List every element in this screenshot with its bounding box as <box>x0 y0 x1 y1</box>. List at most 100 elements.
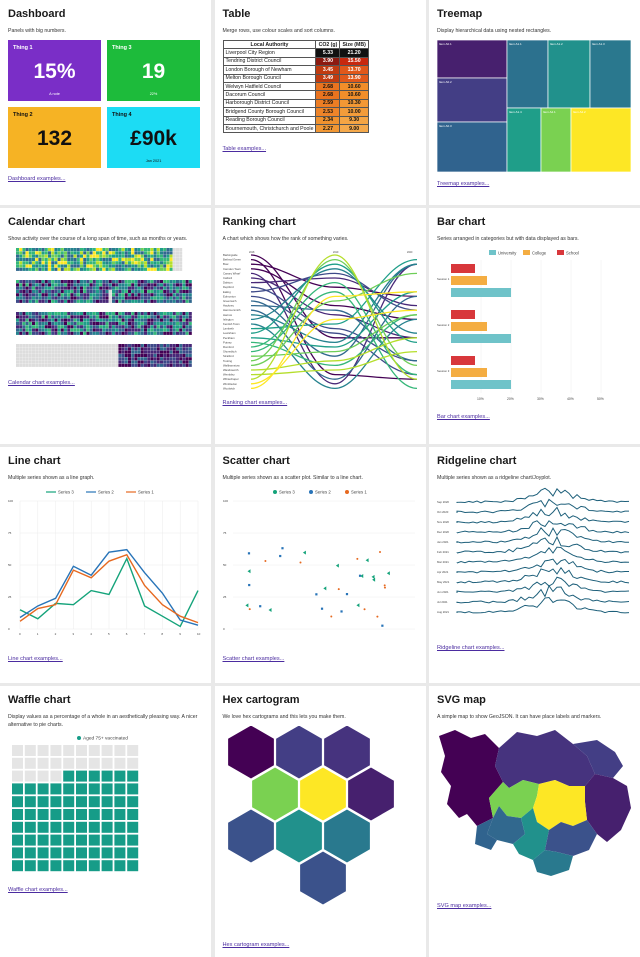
calendar-day <box>99 357 103 361</box>
calendar-day <box>179 325 183 329</box>
card-description: Display values as a percentage of a whol… <box>8 714 198 728</box>
waffle-cell <box>76 821 87 833</box>
waffle-examples-link[interactable]: Waffle chart examples... <box>8 887 68 893</box>
calendar-day <box>153 251 157 255</box>
calendar-day <box>89 289 93 293</box>
calendar-day <box>144 353 147 357</box>
calendar-day <box>153 353 157 357</box>
calendar-day <box>169 321 173 325</box>
bar-examples-link[interactable]: Bar chart examples... <box>437 414 490 420</box>
card-description: Merge rows, use colour scales and sort c… <box>222 28 335 34</box>
calendar-day <box>16 347 19 351</box>
calendar-day <box>70 296 74 300</box>
calendar-day <box>92 286 96 290</box>
calendar-day <box>73 257 77 261</box>
waffle-cell <box>63 834 75 846</box>
svgmap-examples-link[interactable]: SVG map examples... <box>437 903 492 909</box>
dashboard-examples-link[interactable]: Dashboard examples... <box>8 176 66 182</box>
treemap-cell <box>506 107 542 173</box>
calendar-day <box>160 254 163 258</box>
calendar-day <box>150 296 154 300</box>
waffle-cell <box>101 757 113 769</box>
calendar-day <box>140 321 144 325</box>
scatter-examples-link[interactable]: Scatter chart examples... <box>222 656 285 662</box>
scatter-point <box>337 588 340 591</box>
calendar-day <box>67 328 71 332</box>
calendar-day <box>147 331 151 335</box>
calendar-day <box>182 363 186 367</box>
calendar-day <box>172 264 176 268</box>
calendar-day <box>156 331 160 335</box>
authority-cell: Reading Borough Council <box>222 115 317 125</box>
calendar-day <box>67 264 71 268</box>
calendar-examples-link[interactable]: Calendar chart examples... <box>8 380 75 386</box>
scatter-point <box>383 584 386 587</box>
calendar-day <box>64 328 67 332</box>
calendar-day <box>99 353 103 357</box>
waffle-cell <box>114 847 126 859</box>
hex-examples-link[interactable]: Hex cartogram examples... <box>222 942 290 948</box>
treemap-examples-link[interactable]: Treemap examples... <box>437 181 490 187</box>
hexagon <box>226 808 275 864</box>
calendar-day <box>140 264 144 268</box>
calendar-day <box>166 296 170 300</box>
calendar-day <box>156 264 160 268</box>
calendar-day <box>128 315 131 319</box>
calendar-day <box>54 363 58 367</box>
calendar-day <box>48 360 51 364</box>
calendar-day <box>118 248 122 252</box>
column-header[interactable]: Local Authority <box>222 39 317 50</box>
calendar-day <box>76 283 80 287</box>
waffle-cell <box>24 809 36 820</box>
line-examples-link[interactable]: Line chart examples... <box>8 656 63 662</box>
calendar-day <box>121 251 125 255</box>
calendar-day <box>73 254 77 258</box>
calendar-day <box>57 321 61 325</box>
calendar-day <box>16 257 19 261</box>
calendar-day <box>83 264 87 268</box>
calendar-day <box>150 347 154 351</box>
ranking-examples-link[interactable]: Ranking chart examples... <box>222 400 288 406</box>
calendar-day <box>137 248 141 252</box>
rank-label: Putney <box>223 340 232 344</box>
calendar-day <box>172 321 176 325</box>
calendar-day <box>92 257 96 261</box>
ranking-card: Ranking chart A chart which shows how th… <box>214 208 426 444</box>
calendar-day <box>144 331 147 335</box>
legend-swatch <box>523 250 530 255</box>
calendar-day <box>32 312 35 316</box>
calendar-day <box>44 312 48 316</box>
calendar-day <box>182 293 186 297</box>
calendar-day <box>105 286 109 290</box>
ridgeline-examples-link[interactable]: Ridgeline chart examples... <box>437 645 505 651</box>
calendar-day <box>41 261 45 265</box>
ridge-label: May 2021 <box>437 580 450 584</box>
calendar-day <box>48 347 51 351</box>
calendar-day <box>22 350 26 354</box>
calendar-day <box>38 350 42 354</box>
calendar-day <box>22 248 26 252</box>
calendar-day <box>54 296 58 300</box>
column-header[interactable]: CO2 (g) <box>315 39 341 50</box>
calendar-day <box>185 328 189 332</box>
scatter-point <box>280 547 284 550</box>
calendar-day <box>179 299 183 303</box>
calendar-day <box>76 280 80 284</box>
legend-label: Series 1 <box>138 490 154 495</box>
calendar-day <box>144 286 147 290</box>
calendar-day <box>108 254 112 258</box>
calendar-day <box>54 254 58 258</box>
calendar-day <box>64 267 67 271</box>
calendar-day <box>89 261 93 265</box>
calendar-day <box>70 357 74 361</box>
column-header[interactable]: Size (MB) <box>339 39 369 50</box>
calendar-day <box>137 328 141 332</box>
waffle-cell <box>127 745 139 756</box>
calendar-day <box>44 331 48 335</box>
treemap-label: Item A0.2 <box>439 80 452 84</box>
waffle-cell <box>12 860 23 872</box>
calendar-day <box>19 264 23 268</box>
calendar-day <box>150 353 154 357</box>
table-examples-link[interactable]: Table examples... <box>222 146 267 152</box>
calendar-day <box>67 283 71 287</box>
